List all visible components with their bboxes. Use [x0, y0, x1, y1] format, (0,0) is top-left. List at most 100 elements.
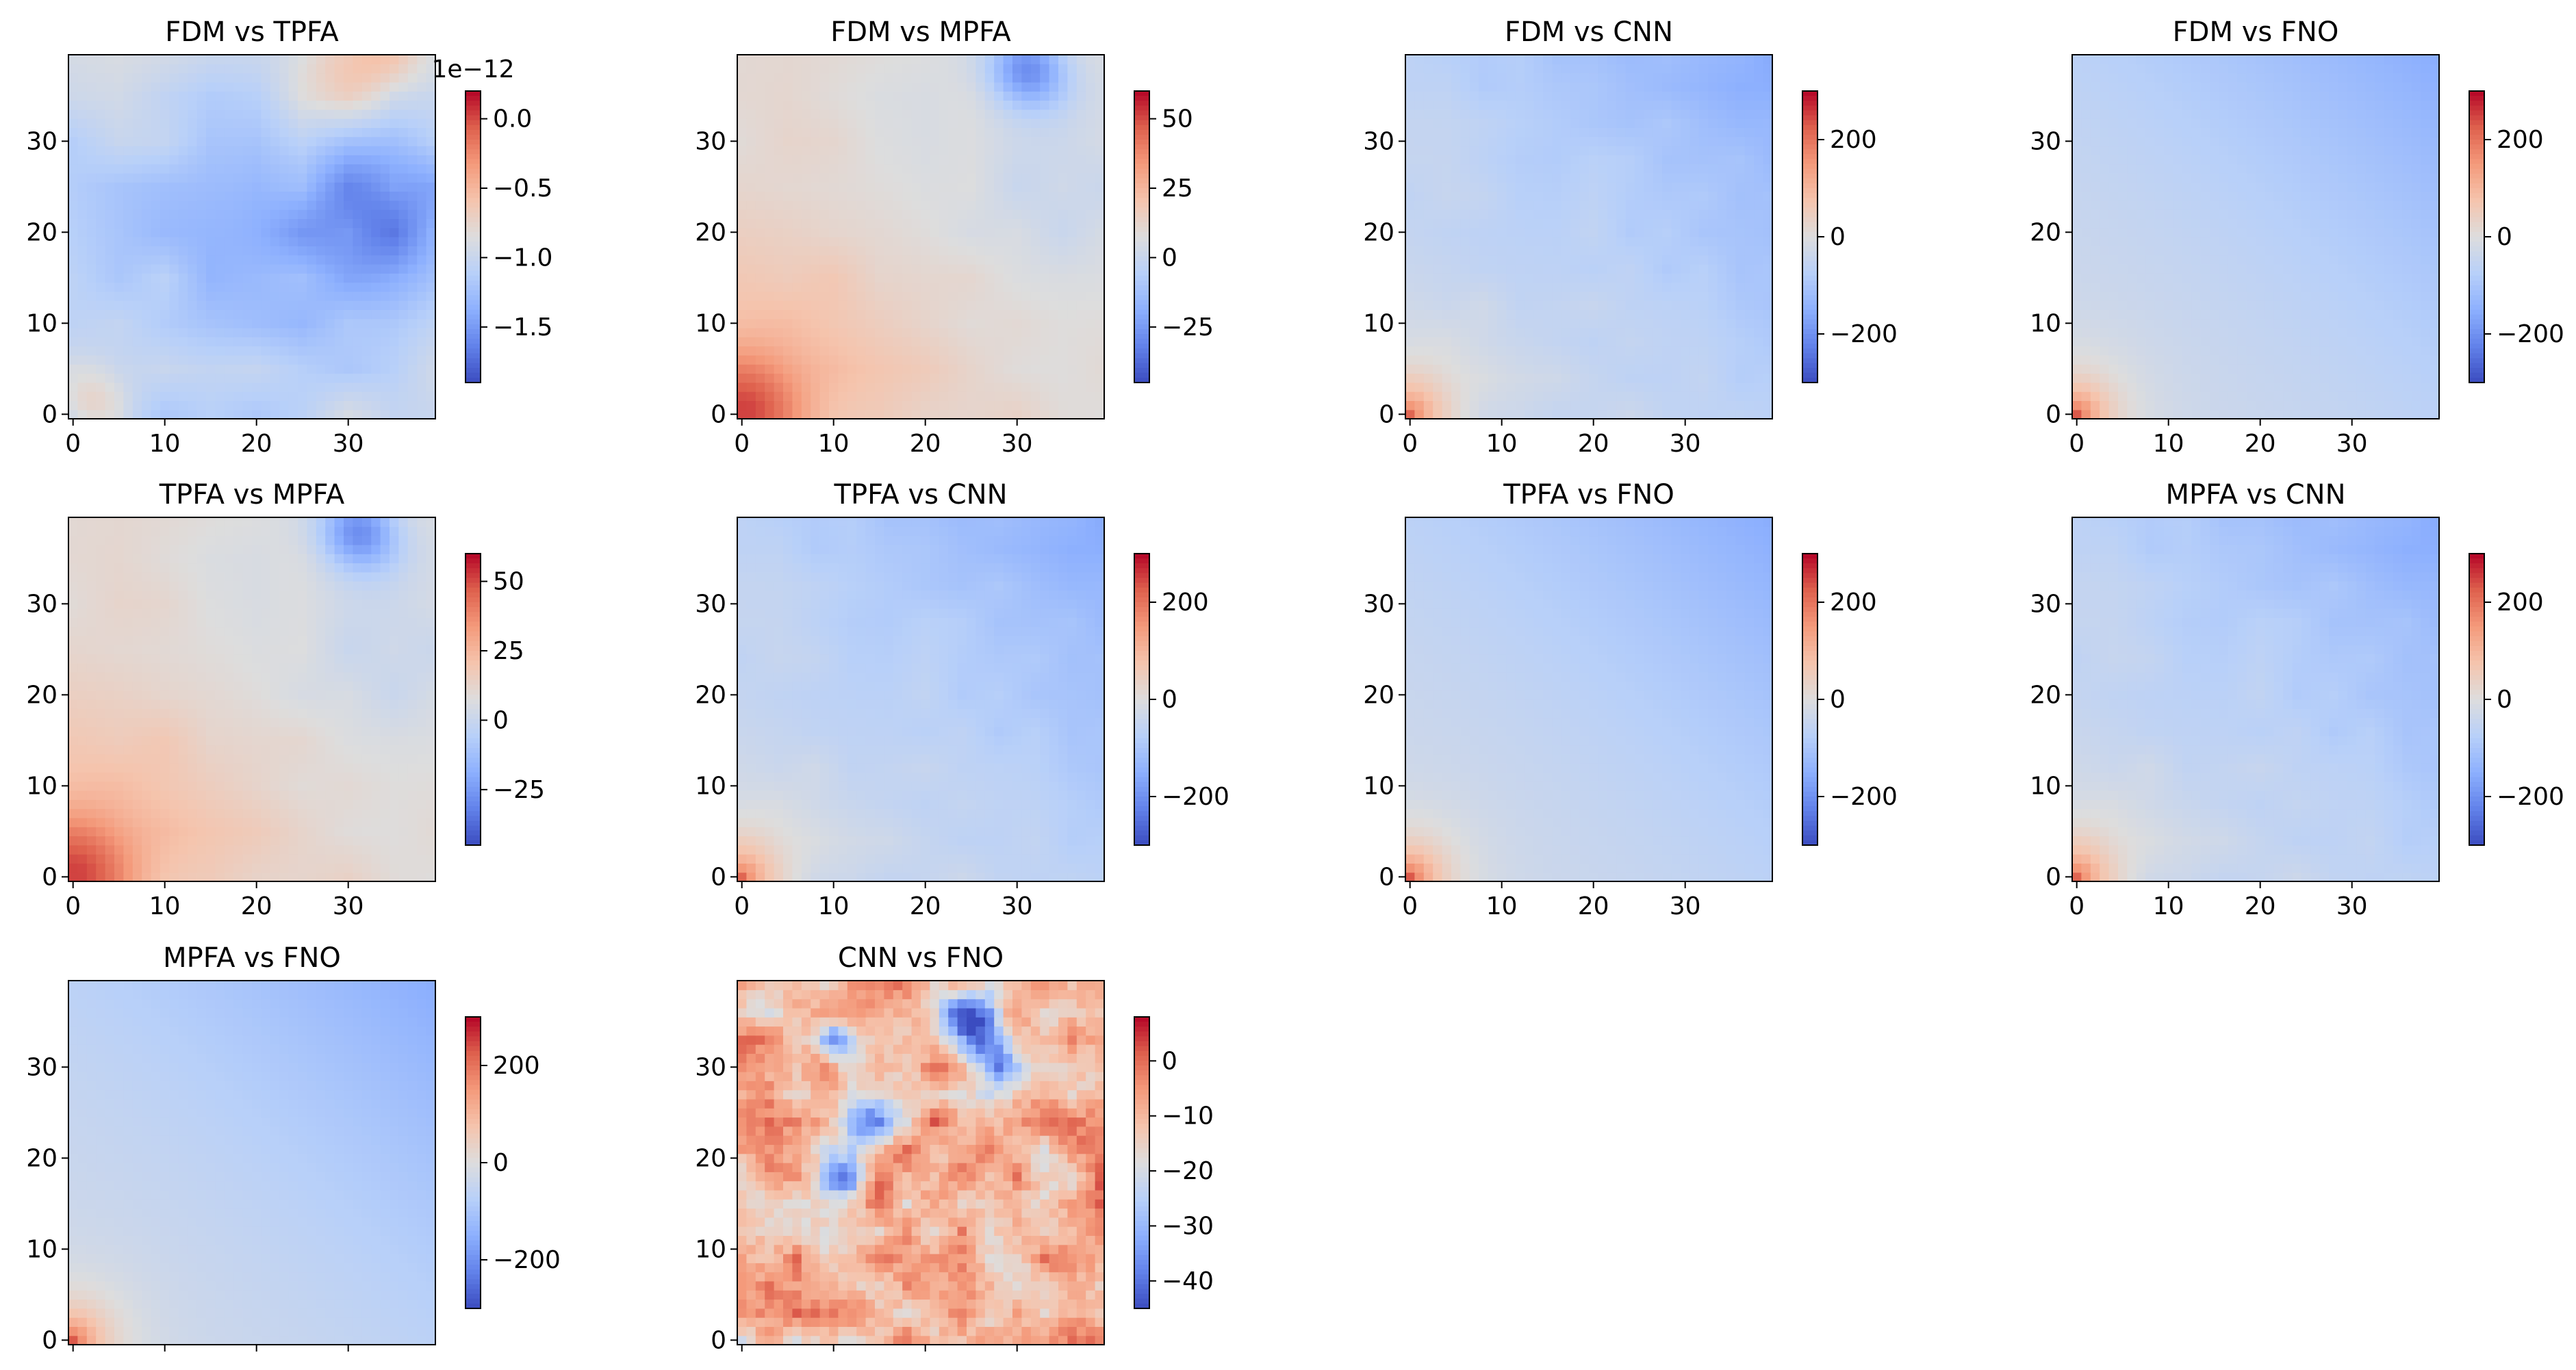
heatmap-cell — [1040, 64, 1049, 73]
heatmap-cell — [1442, 228, 1452, 237]
heatmap-cell — [371, 355, 381, 365]
heatmap-cell — [105, 101, 115, 110]
heatmap-cell — [96, 391, 105, 401]
heatmap-cell — [1049, 283, 1059, 292]
heatmap-cell — [279, 246, 289, 255]
heatmap-cell — [206, 55, 216, 64]
heatmap-cell — [1672, 273, 1681, 283]
heatmap-cell — [1040, 364, 1049, 374]
heatmap-cell — [1479, 218, 1488, 228]
heatmap-cell — [252, 273, 262, 283]
heatmap-cell — [1077, 364, 1086, 374]
heatmap-cell — [114, 82, 124, 92]
heatmap-cell — [792, 155, 802, 164]
heatmap-cell — [1672, 374, 1681, 383]
heatmap-cell — [1754, 273, 1763, 283]
heatmap-cell — [179, 400, 188, 410]
heatmap-cell — [151, 374, 161, 383]
heatmap-cell — [1552, 273, 1561, 283]
heatmap-cell — [1589, 146, 1598, 155]
heatmap-cell — [1479, 192, 1488, 201]
heatmap-cell — [1708, 309, 1718, 319]
heatmap-cell — [994, 309, 1004, 319]
heatmap-cell — [1433, 255, 1442, 265]
heatmap-cell — [1726, 91, 1736, 101]
heatmap-cell — [123, 283, 133, 292]
heatmap-cell — [1506, 391, 1516, 401]
heatmap-cell — [243, 209, 253, 219]
heatmap-cell — [1726, 391, 1736, 401]
heatmap-cell — [390, 192, 399, 201]
heatmap-cell — [1626, 101, 1635, 110]
heatmap-cell — [1525, 264, 1534, 274]
heatmap-cell — [133, 383, 142, 392]
heatmap-cell — [344, 374, 353, 383]
heatmap-cell — [958, 255, 967, 265]
heatmap-cell — [884, 192, 893, 201]
heatmap-cell — [1552, 109, 1561, 119]
heatmap-cell — [1470, 337, 1479, 346]
heatmap-cell — [1689, 146, 1699, 155]
heatmap-cell — [225, 218, 234, 228]
heatmap-cell — [975, 155, 985, 164]
heatmap-cell — [179, 309, 188, 319]
heatmap-cell — [1460, 328, 1470, 337]
heatmap-cell — [792, 218, 802, 228]
heatmap-cell — [1021, 283, 1031, 292]
heatmap-cell — [802, 192, 811, 201]
heatmap-cell — [958, 82, 967, 92]
heatmap-cell — [930, 155, 939, 164]
heatmap-cell — [1672, 118, 1681, 128]
heatmap-cell — [188, 364, 197, 374]
heatmap-cell — [1433, 391, 1442, 401]
heatmap-cell — [1021, 355, 1031, 365]
heatmap-cell — [1470, 101, 1479, 110]
heatmap-cell — [105, 164, 115, 174]
heatmap-cell — [105, 209, 115, 219]
heatmap-cell — [179, 337, 188, 346]
heatmap-cell — [123, 300, 133, 310]
heatmap-cell — [1635, 101, 1644, 110]
heatmap-cell — [856, 292, 866, 301]
heatmap-cell — [994, 127, 1004, 137]
heatmap-cell — [1726, 264, 1736, 274]
heatmap-cell — [362, 118, 372, 128]
heatmap-cell — [1031, 255, 1041, 265]
heatmap-cell — [179, 209, 188, 219]
heatmap-cell — [289, 364, 298, 374]
heatmap-cell — [398, 164, 408, 174]
heatmap-cell — [1067, 91, 1077, 101]
y-tick-label: 0 — [1379, 400, 1394, 428]
heatmap-cell — [921, 319, 930, 328]
heatmap-cell — [994, 192, 1004, 201]
heatmap-cell — [225, 209, 234, 219]
heatmap-cell — [1067, 410, 1077, 419]
heatmap-cell — [1497, 55, 1507, 64]
heatmap-cell — [811, 201, 820, 210]
heatmap-cell — [1414, 73, 1424, 83]
heatmap-cell — [802, 237, 811, 246]
heatmap-cell — [344, 91, 353, 101]
heatmap-cell — [408, 319, 418, 328]
heatmap-cell — [325, 391, 335, 401]
heatmap-cell — [1049, 364, 1059, 374]
heatmap-cell — [1405, 55, 1415, 64]
heatmap-cell — [398, 300, 408, 310]
heatmap-cell — [1040, 292, 1049, 301]
heatmap-cell — [1095, 109, 1105, 119]
heatmap-cell — [756, 346, 765, 356]
heatmap-cell — [188, 127, 197, 137]
heatmap-cell — [243, 201, 253, 210]
heatmap-cell — [77, 328, 87, 337]
heatmap-cell — [408, 101, 418, 110]
heatmap-cell — [316, 201, 326, 210]
heatmap-cell — [1561, 264, 1571, 274]
heatmap-cell — [958, 264, 967, 274]
heatmap-cell — [912, 391, 921, 401]
heatmap-cell — [1589, 164, 1598, 174]
heatmap-cell — [1598, 82, 1607, 92]
heatmap-cell — [398, 383, 408, 392]
heatmap-cell — [847, 182, 857, 192]
heatmap-cell — [289, 283, 298, 292]
heatmap-cell — [114, 283, 124, 292]
